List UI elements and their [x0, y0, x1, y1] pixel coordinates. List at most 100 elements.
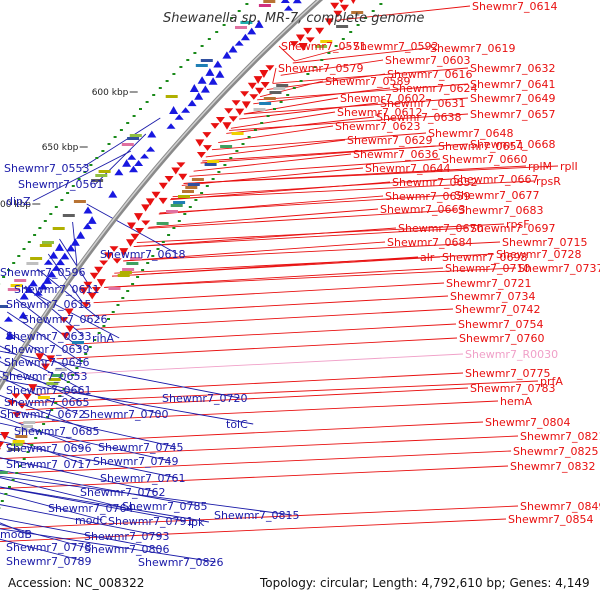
- cog-block: [18, 429, 31, 432]
- leader-line: [230, 111, 336, 129]
- gene-label-reverse: Shewmr7_0696: [6, 442, 91, 455]
- gene-label-reverse: modC: [75, 514, 107, 527]
- leader-line: [211, 132, 427, 151]
- forward-gene-arrow: [134, 213, 143, 221]
- leader-line: [0, 440, 178, 479]
- forward-gene-arrow: [330, 2, 340, 10]
- cog-block: [130, 257, 143, 260]
- cog-block: [42, 241, 54, 244]
- gene-label-forward: Shewmr7_0652: [392, 176, 477, 189]
- gc-dot: [292, 87, 296, 89]
- cog-block: [91, 179, 104, 182]
- gene-label-forward: rplI: [560, 160, 578, 173]
- gc-dot: [215, 31, 219, 33]
- gc-dot: [19, 465, 22, 467]
- gene-label-forward: Shewmr7_0742: [455, 303, 540, 316]
- leader-line: [25, 387, 469, 411]
- leader-line: [65, 323, 457, 346]
- reverse-gene-arrow: [55, 258, 65, 266]
- leader-line: [72, 221, 79, 273]
- gene-label-reverse: Shewmr7_0815: [214, 509, 299, 522]
- gc-dot: [200, 45, 204, 47]
- forward-gene-arrow: [79, 287, 89, 295]
- leader-line: [56, 337, 458, 360]
- gc-dot: [188, 206, 192, 208]
- gc-dot: [179, 66, 183, 68]
- leader-line: [18, 400, 499, 424]
- leader-line: [32, 150, 132, 202]
- reverse-gene-arrow: [108, 190, 118, 198]
- gc-dot: [230, 17, 234, 19]
- gc-dot: [146, 262, 150, 264]
- leader-line: [172, 178, 452, 198]
- cog-block: [235, 26, 247, 29]
- gene-label-reverse: Shewmr7_0661: [6, 384, 91, 397]
- gene-label-reverse: Shewmr7_0717: [6, 458, 91, 471]
- gc-dot: [30, 444, 34, 446]
- gc-dot: [266, 115, 270, 117]
- forward-gene-arrow: [127, 222, 136, 230]
- gc-dot: [131, 283, 135, 285]
- gc-dot: [111, 311, 115, 313]
- cog-block: [207, 160, 220, 163]
- gc-dot: [205, 185, 209, 187]
- gc-dot: [79, 360, 83, 362]
- forward-gene-arrow: [228, 116, 238, 122]
- gc-dot: [0, 500, 4, 502]
- forward-gene-arrow: [119, 248, 129, 256]
- leader-line: [0, 422, 171, 462]
- gene-label-forward: hemA: [500, 395, 532, 408]
- cog-block: [166, 210, 178, 213]
- reverse-gene-arrow: [284, 5, 293, 11]
- gene-label-reverse: Shewmr7_0561: [18, 178, 103, 191]
- gene-label-reverse: dipZ: [6, 195, 31, 208]
- gc-dot: [299, 80, 303, 82]
- cog-block: [231, 132, 244, 135]
- reverse-gene-arrow: [87, 216, 97, 224]
- cog-block: [122, 268, 135, 271]
- gene-label-forward: Shewmr7_0624: [392, 82, 477, 95]
- cog-block: [195, 64, 208, 67]
- gc-dot: [49, 213, 53, 215]
- reverse-gene-arrow: [18, 311, 28, 319]
- forward-gene-arrow: [195, 139, 205, 147]
- gc-dot: [54, 402, 58, 404]
- reverse-gene-arrow: [134, 160, 144, 166]
- gene-label-forward: Shewmr7_0623: [335, 120, 420, 133]
- leader-line: [193, 153, 352, 172]
- reverse-gene-arrow: [187, 99, 197, 107]
- gc-dot: [229, 157, 233, 159]
- forward-gene-arrow: [11, 393, 21, 399]
- cog-block: [178, 195, 190, 198]
- cog-block: [73, 200, 86, 203]
- gene-label-forward: Shewmr7_0832: [510, 460, 595, 473]
- cog-block: [95, 174, 108, 177]
- gene-label-forward: Shewmr7_0612: [337, 106, 422, 119]
- cog-block: [220, 145, 233, 148]
- reverse-gene-arrow: [205, 68, 215, 76]
- gene-label-reverse: Shewmr7_0761: [100, 472, 185, 485]
- gene-label-forward: Shewmr7_0631: [380, 97, 465, 110]
- gene-label-forward: Shewmr7_0644: [365, 162, 450, 175]
- cog-block: [117, 274, 130, 277]
- gc-dot: [132, 115, 136, 117]
- reverse-gene-arrow: [240, 33, 250, 41]
- leader-line: [229, 113, 469, 131]
- forward-gene-arrow: [298, 43, 308, 51]
- cog-block: [263, 97, 276, 100]
- gene-label-reverse: Shewmr7_0685: [14, 425, 99, 438]
- cog-block: [39, 244, 52, 247]
- cog-block: [185, 186, 198, 189]
- leader-line: [280, 59, 384, 76]
- gc-dot: [121, 297, 125, 299]
- cog-block: [156, 222, 169, 225]
- gene-label-reverse: Shewmr7_0611: [14, 283, 99, 296]
- cog-block: [8, 448, 21, 451]
- gc-dot: [379, 3, 383, 5]
- leader-line: [239, 102, 379, 120]
- cog-block: [10, 443, 23, 446]
- gc-dot: [141, 269, 145, 271]
- cog-block: [263, 0, 276, 3]
- gene-label-reverse: modB: [0, 528, 32, 541]
